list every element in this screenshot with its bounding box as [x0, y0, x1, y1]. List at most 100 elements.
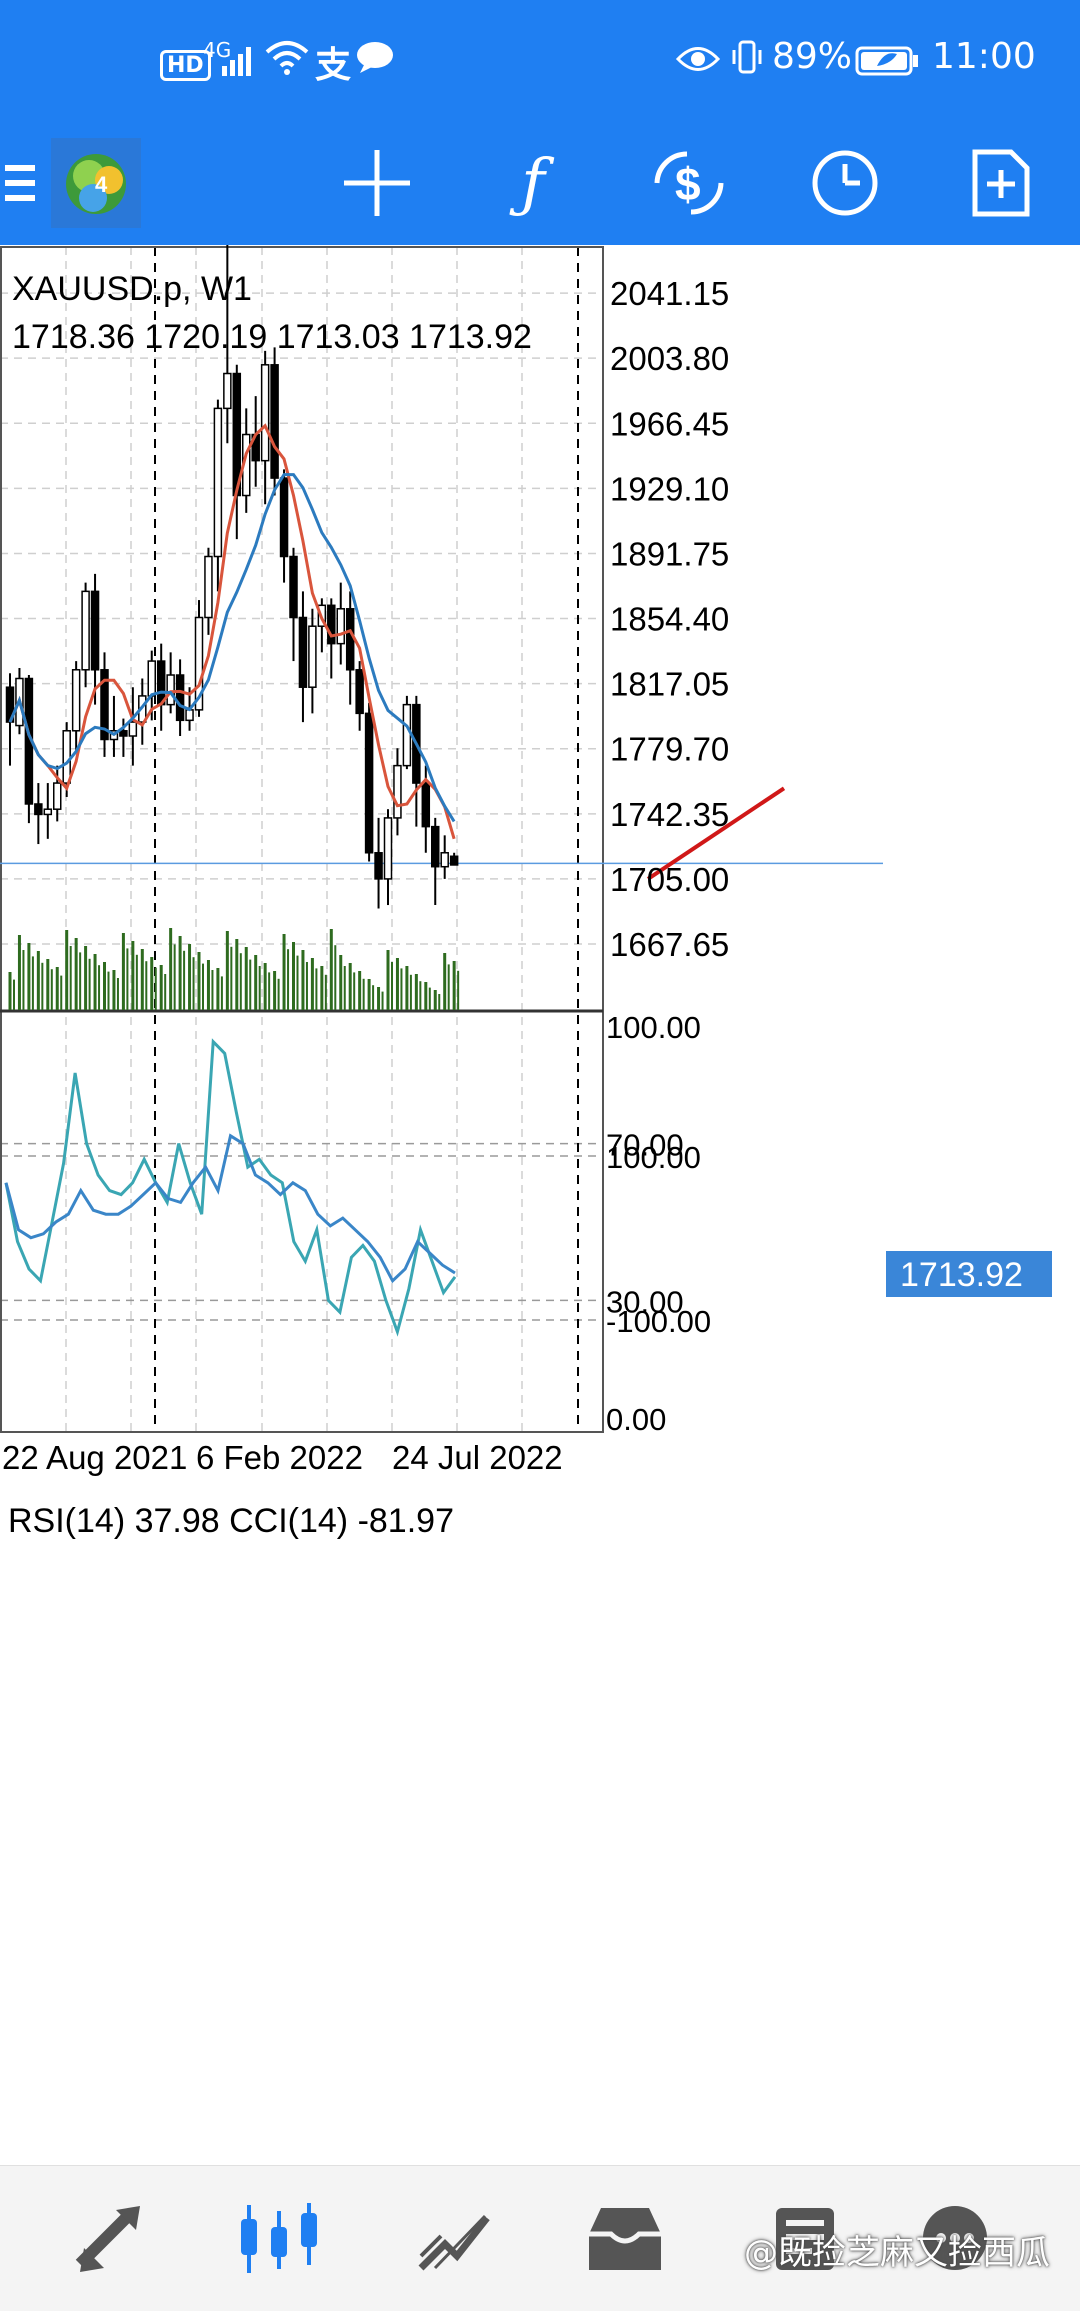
messages-chat-icon[interactable]	[880, 2166, 1030, 2311]
trend-line	[646, 786, 786, 881]
volume-bar	[268, 972, 271, 1010]
volume-bar	[202, 963, 204, 1010]
new-order-icon[interactable]	[946, 120, 1056, 245]
volume-bar	[263, 963, 267, 1010]
volume-bar	[121, 933, 125, 1010]
volume-bar	[386, 950, 390, 1010]
volume-bar	[220, 976, 223, 1010]
volume-bar	[277, 978, 280, 1010]
volume-bar	[55, 967, 59, 1010]
volume-bar	[395, 958, 399, 1010]
volume-bar	[353, 972, 356, 1010]
price-tick-label: 2078.50	[610, 245, 729, 247]
price-tick-label: 1705.00	[610, 861, 729, 898]
volume-bar	[169, 928, 173, 1010]
volume-bar	[409, 974, 412, 1010]
chart-frame	[0, 246, 604, 1433]
volume-bar	[65, 930, 69, 1010]
trade-trend-icon[interactable]	[380, 2166, 530, 2311]
rsi-tick-label: 0.00	[606, 1402, 666, 1437]
chart-area[interactable]: 2078.50 2041.15 2003.80 1966.45 1929.10 1891.…	[0, 210, 1080, 2175]
volume-bar	[84, 946, 88, 1010]
volume-bar	[391, 962, 393, 1010]
volume-bar	[249, 959, 252, 1010]
volume-bar	[282, 934, 286, 1010]
indicator-label: RSI(14) 37.98 CCI(14) -81.97	[8, 1502, 454, 1540]
volume-bar	[381, 991, 384, 1010]
volume-bar	[192, 957, 195, 1010]
menu-icon[interactable]	[0, 120, 40, 245]
history-clock-icon[interactable]	[790, 120, 900, 245]
signal-icon	[222, 42, 256, 85]
volume-bar	[173, 944, 176, 1010]
battery-percent: 89%	[772, 36, 853, 77]
volume-bar	[8, 972, 12, 1010]
volume-bar	[216, 968, 220, 1010]
volume-bar	[292, 942, 295, 1010]
trade-dollar-icon[interactable]: $	[634, 120, 744, 245]
candle-body	[393, 764, 402, 819]
candle-body	[147, 660, 156, 697]
ma-slow-line	[8, 473, 456, 823]
candle-body	[175, 674, 185, 722]
candle-body	[100, 669, 109, 741]
volume-bar	[339, 955, 343, 1010]
volume-bar	[211, 970, 214, 1010]
volume-bar	[98, 965, 101, 1010]
candle-body	[336, 608, 345, 645]
history-inbox-icon[interactable]	[550, 2166, 700, 2311]
price-tick-label: 1779.70	[610, 731, 729, 768]
volume-bar	[428, 987, 431, 1010]
candle-body	[421, 782, 431, 828]
quotes-arrows-icon[interactable]	[35, 2166, 185, 2311]
candle-body	[43, 808, 53, 816]
volume-bar	[362, 978, 365, 1010]
candle-body	[166, 674, 175, 706]
volume-bar	[457, 970, 460, 1010]
volume-bar	[320, 966, 324, 1010]
crosshair-icon[interactable]	[322, 120, 432, 245]
volume-bar	[41, 962, 44, 1010]
volume-bar	[334, 945, 337, 1010]
volume-bar	[358, 971, 362, 1010]
volume-bar	[50, 969, 53, 1010]
eye-icon	[675, 42, 721, 83]
candle-body	[449, 855, 459, 866]
volume-bar	[447, 964, 450, 1010]
volume-bar	[93, 954, 97, 1010]
status-bar: HD 4G 支 89% 11:00	[0, 0, 1080, 120]
volume-bar	[183, 950, 186, 1010]
bottom-navigation	[0, 2165, 1080, 2311]
rsi-line	[4, 1038, 457, 1337]
volume-bar	[126, 948, 129, 1010]
message-icon	[356, 40, 394, 83]
ohlc-label: 1718.36 1720.19 1713.03 1713.92	[12, 318, 532, 356]
price-tick-label: 1742.35	[610, 796, 729, 833]
volume-bar	[197, 952, 201, 1010]
volume-bar	[244, 947, 248, 1010]
app-logo-icon[interactable]: 4	[48, 120, 143, 245]
volume-bar	[287, 949, 290, 1010]
date-tick-label: 6 Feb 2022	[196, 1439, 363, 1476]
price-tick-label: 1929.10	[610, 470, 729, 507]
news-document-icon[interactable]	[730, 2166, 880, 2311]
candle-body	[279, 477, 289, 558]
volume-bar	[225, 931, 229, 1010]
indicators-icon[interactable]: ƒ	[521, 145, 545, 220]
candle-body	[345, 608, 355, 671]
volume-bar	[301, 950, 305, 1010]
candle-body	[128, 721, 138, 737]
volume-bar	[315, 968, 318, 1010]
svg-text:4: 4	[95, 172, 108, 197]
date-tick-label: 24 Jul 2022	[392, 1439, 563, 1476]
candle-body	[213, 407, 223, 558]
chart-canvas[interactable]: 2078.50 2041.15 2003.80 1966.45 1929.10 1891.…	[0, 210, 1080, 2175]
candle-body	[374, 852, 383, 880]
volume-bar	[135, 954, 138, 1010]
volume-bar	[438, 994, 441, 1010]
cci-tick-label: -100.00	[606, 1304, 711, 1339]
top-toolbar: 4 ƒ $	[0, 120, 1080, 245]
volume-bar	[13, 979, 15, 1010]
cci-tick-label: 100.00	[606, 1140, 701, 1175]
chart-candles-icon[interactable]	[205, 2166, 355, 2311]
